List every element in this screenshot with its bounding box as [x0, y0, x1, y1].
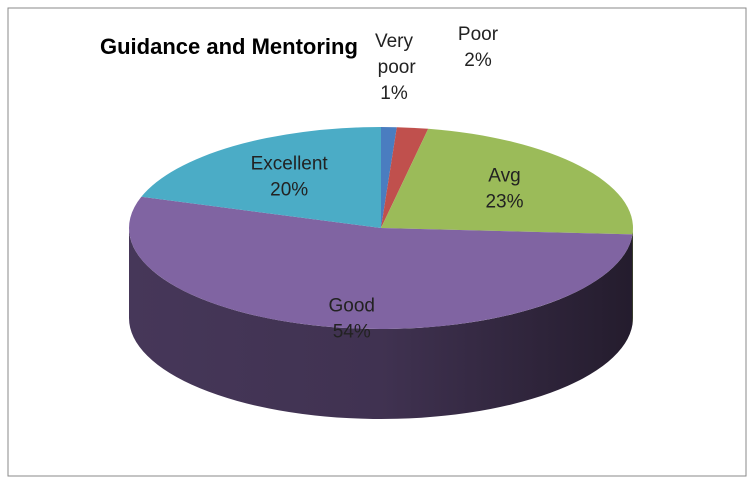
pie-slice-side	[129, 228, 633, 420]
slice-label: Avg	[488, 166, 520, 187]
slice-value-label: 2%	[464, 50, 492, 71]
slice-value-label: 23%	[485, 192, 523, 213]
pie-slice	[381, 127, 429, 228]
chart-title: Guidance and Mentoring	[100, 34, 358, 59]
pie-slice	[129, 196, 633, 329]
slice-label: Very poor	[372, 31, 416, 78]
slice-label: Good	[328, 296, 374, 317]
slice-label: Excellent	[251, 153, 329, 174]
slice-value-label: 1%	[380, 83, 408, 104]
pie-slice	[141, 127, 381, 228]
slice-label: Poor	[458, 24, 499, 45]
pie-slice	[381, 128, 633, 235]
slice-value-label: 54%	[333, 322, 371, 343]
pie-slice	[381, 127, 397, 228]
slice-value-label: 20%	[270, 179, 308, 200]
